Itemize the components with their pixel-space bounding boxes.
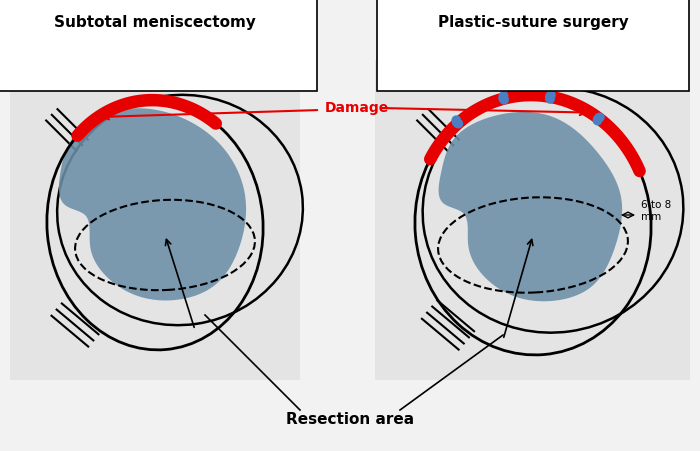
Polygon shape xyxy=(439,112,622,301)
Bar xyxy=(375,60,690,380)
Text: Plastic-suture surgery: Plastic-suture surgery xyxy=(438,15,629,30)
Text: Damage: Damage xyxy=(325,101,389,115)
Text: Resection area: Resection area xyxy=(286,413,414,428)
Text: 6 to 8
mm: 6 to 8 mm xyxy=(641,200,671,221)
Text: Subtotal meniscectomy: Subtotal meniscectomy xyxy=(54,15,256,30)
Polygon shape xyxy=(59,108,246,300)
Bar xyxy=(10,60,300,380)
